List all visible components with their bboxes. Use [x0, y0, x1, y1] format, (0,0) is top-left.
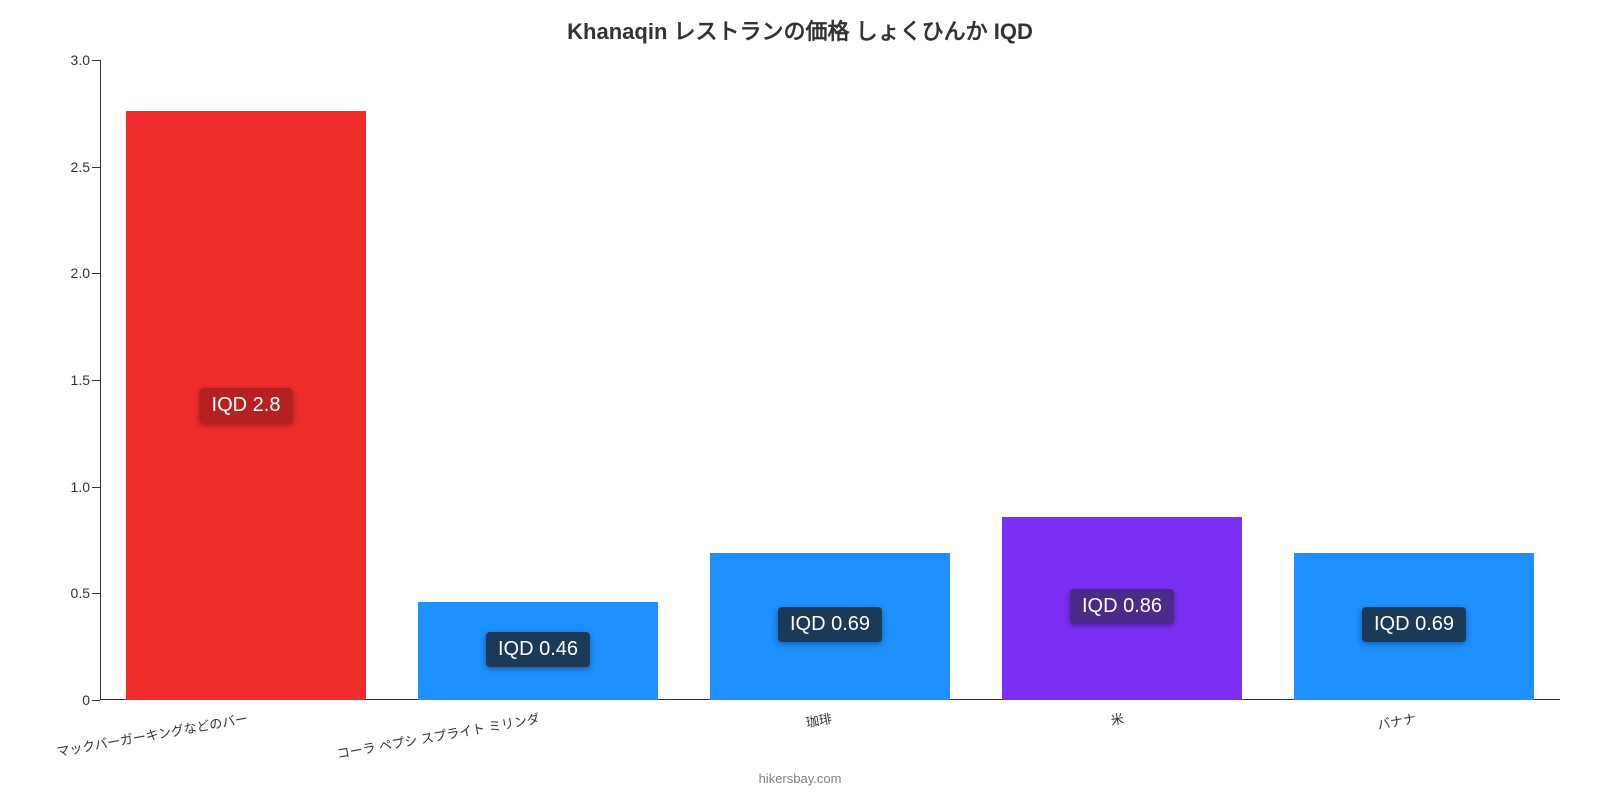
- x-category-label: バナナ: [1376, 708, 1418, 733]
- x-category-label: マックバーガーキングなどのバー: [55, 708, 249, 760]
- attribution-text: hikersbay.com: [0, 771, 1600, 786]
- y-tick-mark: [92, 487, 100, 488]
- y-tick-mark: [92, 167, 100, 168]
- bar: IQD 2.8: [126, 111, 365, 700]
- bar-value-badge: IQD 2.8: [200, 388, 293, 423]
- x-category-label: 珈琲: [804, 708, 833, 731]
- y-axis-line: [100, 60, 101, 700]
- bar-value-badge: IQD 0.46: [486, 632, 590, 667]
- x-category-label: 米: [1109, 708, 1125, 729]
- bar-value-badge: IQD 0.69: [778, 607, 882, 642]
- bar: IQD 0.86: [1002, 517, 1241, 700]
- bar-value-badge: IQD 0.69: [1362, 607, 1466, 642]
- y-tick-mark: [92, 700, 100, 701]
- plot-area: 00.51.01.52.02.53.0IQD 2.8マックバーガーキングなどのバ…: [100, 60, 1560, 700]
- bar: IQD 0.69: [1294, 553, 1533, 700]
- y-tick-mark: [92, 380, 100, 381]
- bar: IQD 0.46: [418, 602, 657, 700]
- bar-value-badge: IQD 0.86: [1070, 589, 1174, 624]
- y-tick-mark: [92, 273, 100, 274]
- chart-title: Khanaqin レストランの価格 しょくひんか IQD: [0, 14, 1600, 46]
- x-category-label: コーラ ペプシ スプライト ミリンダ: [335, 708, 541, 762]
- bar: IQD 0.69: [710, 553, 949, 700]
- y-tick-mark: [92, 60, 100, 61]
- price-bar-chart: Khanaqin レストランの価格 しょくひんか IQD 00.51.01.52…: [0, 0, 1600, 800]
- y-tick-mark: [92, 593, 100, 594]
